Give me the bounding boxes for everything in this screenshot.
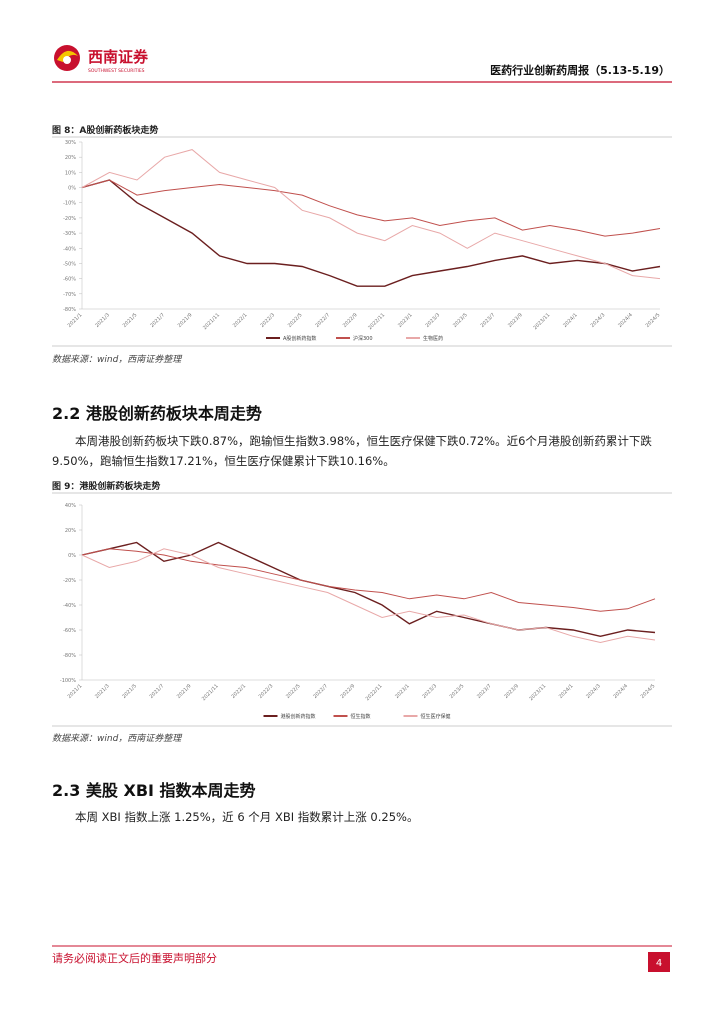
y-tick-label: -20% — [63, 216, 76, 222]
paragraph: 本周港股创新药板块下跌0.87%，跑输恒生指数3.98%，恒生医疗保健下跌0.7… — [52, 434, 652, 468]
x-tick-label: 2023/1 — [394, 683, 411, 700]
x-tick-label: 2024/1 — [558, 683, 575, 700]
x-tick-label: 2022/3 — [259, 312, 276, 329]
x-tick-label: 2023/5 — [449, 683, 466, 700]
x-tick-label: 2022/3 — [258, 683, 275, 700]
legend-label: 沪深300 — [353, 335, 373, 342]
legend-label: A股创新药指数 — [283, 335, 316, 342]
x-tick-label: 2022/7 — [312, 683, 329, 700]
y-tick-label: 20% — [65, 155, 76, 161]
y-tick-label: -70% — [63, 292, 76, 298]
section-heading: 2.2 港股创新药板块本周走势 — [52, 404, 262, 423]
y-tick-label: -50% — [63, 261, 76, 267]
y-tick-label: -40% — [63, 246, 76, 252]
x-tick-label: 2021/11 — [202, 312, 221, 331]
x-tick-label: 2023/5 — [452, 312, 469, 329]
series-line — [81, 541, 656, 638]
x-tick-label: 2022/11 — [367, 312, 386, 331]
y-tick-label: -10% — [63, 201, 76, 207]
x-tick-label: 2021/5 — [122, 312, 139, 329]
x-tick-label: 2022/5 — [285, 683, 302, 700]
series-line — [81, 179, 661, 237]
footer-notice: 请务必阅读正文后的重要声明部分 — [52, 951, 217, 965]
figure-caption: 图 9：港股创新药板块走势 — [52, 482, 161, 492]
series-line — [81, 149, 661, 280]
page-number-box — [648, 952, 670, 972]
x-tick-label: 2021/7 — [149, 312, 166, 329]
y-tick-label: 20% — [65, 528, 76, 534]
figure-source: 数据来源：wind，西南证券整理 — [52, 355, 182, 365]
x-tick-label: 2023/9 — [507, 312, 524, 329]
x-tick-label: 2021/3 — [94, 683, 111, 700]
figure-source: 数据来源：wind，西南证券整理 — [52, 734, 182, 744]
x-tick-label: 2023/3 — [425, 312, 442, 329]
x-tick-label: 2021/9 — [176, 683, 193, 700]
x-tick-label: 2023/7 — [480, 312, 497, 329]
x-tick-label: 2022/7 — [314, 312, 331, 329]
y-tick-label: 10% — [65, 170, 76, 176]
series-line — [81, 548, 656, 644]
series-line — [81, 179, 661, 287]
logo-subtext: SOUTHWEST SECURITIES — [88, 68, 145, 74]
y-tick-label: -80% — [63, 653, 76, 659]
x-tick-label: 2023/1 — [397, 312, 414, 329]
x-tick-label: 2023/11 — [532, 312, 551, 331]
x-tick-label: 2022/1 — [232, 312, 249, 329]
y-tick-label: 0% — [68, 553, 76, 559]
paragraph: 本周 XBI 指数上涨 1.25%，近 6 个月 XBI 指数累计上涨 0.25… — [75, 810, 419, 824]
x-tick-label: 2024/1 — [562, 312, 579, 329]
x-tick-label: 2022/11 — [365, 683, 384, 702]
x-tick-label: 2022/9 — [342, 312, 359, 329]
x-tick-label: 2022/1 — [230, 683, 247, 700]
x-tick-label: 2024/5 — [640, 683, 657, 700]
x-tick-label: 2021/3 — [94, 312, 111, 329]
x-tick-label: 2021/9 — [177, 312, 194, 329]
section-heading: 2.3 美股 XBI 指数本周走势 — [52, 781, 256, 800]
legend-label: 生物医药 — [423, 335, 443, 342]
y-tick-label: -20% — [63, 578, 76, 584]
x-tick-label: 2023/7 — [476, 683, 493, 700]
y-tick-label: 30% — [65, 140, 76, 146]
y-tick-label: -40% — [63, 603, 76, 609]
y-tick-label: 0% — [68, 186, 76, 192]
legend-label: 恒生医疗保健 — [421, 713, 451, 720]
y-tick-label: -30% — [63, 231, 76, 237]
y-tick-label: -60% — [63, 277, 76, 283]
page-number: 4 — [656, 958, 662, 969]
x-tick-label: 2021/11 — [201, 683, 220, 702]
x-tick-label: 2022/9 — [340, 683, 357, 700]
legend-label: 恒生指数 — [351, 713, 371, 720]
y-tick-label: 40% — [65, 503, 76, 509]
x-tick-label: 2024/3 — [585, 683, 602, 700]
x-tick-label: 2022/5 — [287, 312, 304, 329]
logo-text: 西南证券 — [88, 48, 149, 66]
x-tick-label: 2021/7 — [149, 683, 166, 700]
y-tick-label: -80% — [63, 307, 76, 313]
x-tick-label: 2024/4 — [617, 312, 634, 329]
x-tick-label: 2021/1 — [67, 312, 84, 329]
figure-caption: 图 8：A股创新药板块走势 — [52, 126, 159, 136]
x-tick-label: 2023/3 — [421, 683, 438, 700]
series-line — [81, 548, 656, 612]
x-tick-label: 2021/1 — [67, 683, 84, 700]
x-tick-label: 2023/11 — [528, 683, 547, 702]
y-tick-label: -100% — [60, 678, 76, 684]
logo-icon — [54, 45, 80, 71]
y-tick-label: -60% — [63, 628, 76, 634]
legend-label: 港股创新药指数 — [281, 713, 316, 720]
x-tick-label: 2023/9 — [503, 683, 520, 700]
x-tick-label: 2021/5 — [121, 683, 138, 700]
x-tick-label: 2024/5 — [645, 312, 662, 329]
x-tick-label: 2024/4 — [612, 683, 629, 700]
header-title: 医药行业创新药周报（5.13-5.19） — [490, 63, 670, 77]
x-tick-label: 2024/3 — [590, 312, 607, 329]
